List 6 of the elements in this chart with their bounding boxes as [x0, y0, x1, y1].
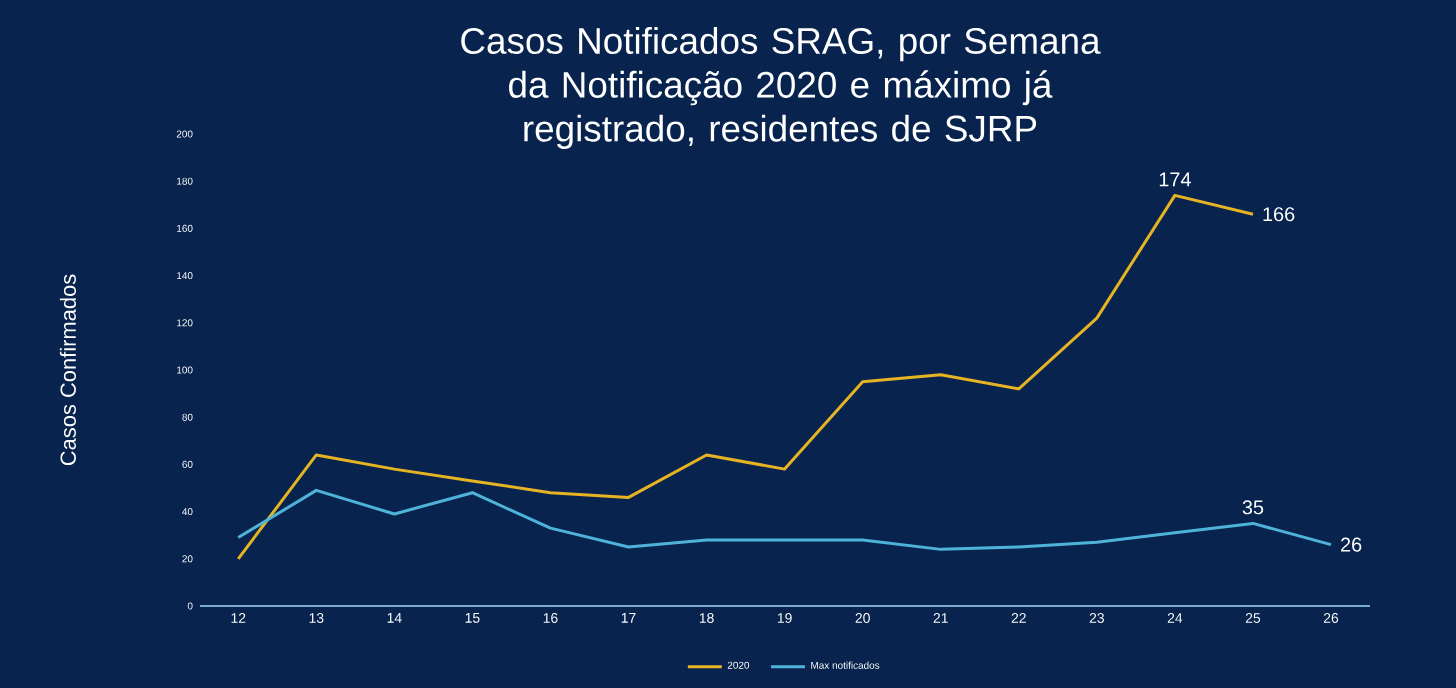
data-label: 26 — [1341, 537, 1362, 552]
chart-title: Casos Notificados SRAG, por Semana da Notificação 2020 e máximo já registrado, residentes de SJRP — [461, 26, 1101, 150]
data-label: 166 — [1263, 207, 1295, 222]
y-axis-title: Casos Confirmados — [59, 274, 76, 466]
data-label: 174 — [1159, 172, 1191, 187]
data-label: 35 — [1242, 500, 1264, 515]
